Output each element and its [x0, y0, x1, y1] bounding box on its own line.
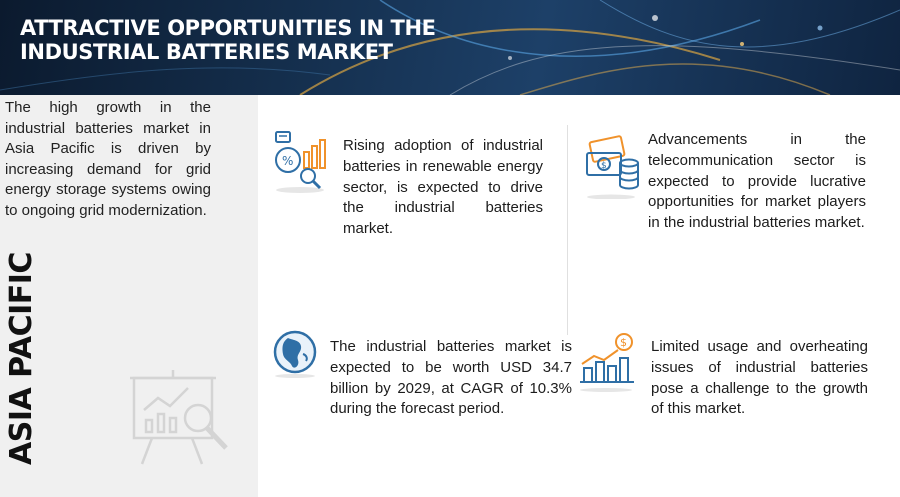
svg-text:$: $: [601, 161, 607, 171]
page-title: ATTRACTIVE OPPORTUNITIES IN THE INDUSTRI…: [20, 16, 436, 64]
opportunity-card-text: Advancements in the telecommunication se…: [648, 131, 866, 232]
header-banner: ATTRACTIVE OPPORTUNITIES IN THE INDUSTRI…: [0, 0, 900, 95]
svg-text:$: $: [620, 336, 627, 349]
presentation-board-icon: [130, 370, 228, 465]
opportunity-card-text: Limited usage and overheating issues of …: [651, 338, 868, 418]
opportunity-card-text: Rising adoption of industrial batteries …: [343, 137, 543, 238]
money-coins-icon: $: [586, 135, 639, 199]
analytics-report-icon: %: [275, 131, 326, 193]
region-label-text: ASIA PACIFIC: [4, 252, 39, 465]
banner-background-art: [0, 0, 900, 95]
intro-text: The high growth in the industrial batter…: [5, 99, 211, 219]
opportunity-card-text: The industrial batteries market is expec…: [330, 338, 572, 418]
globe-icon: [273, 330, 317, 378]
growth-chart-icon: $: [580, 333, 634, 392]
region-panel: The high growth in the industrial batter…: [0, 95, 258, 497]
title-line-2: INDUSTRIAL BATTERIES MARKET: [20, 40, 393, 64]
card-divider: [567, 125, 568, 335]
svg-text:%: %: [282, 154, 293, 168]
title-line-1: ATTRACTIVE OPPORTUNITIES IN THE: [20, 16, 436, 40]
